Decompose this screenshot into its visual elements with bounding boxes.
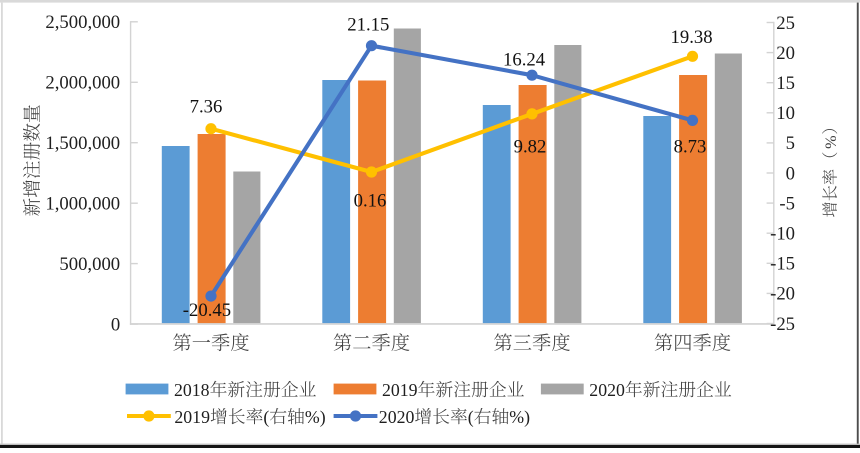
svg-text:0: 0	[786, 163, 795, 184]
svg-text:2020: 2020	[379, 407, 415, 427]
svg-text:19.38: 19.38	[671, 27, 713, 48]
svg-text:500,000: 500,000	[59, 254, 120, 275]
svg-text:2019: 2019	[174, 407, 210, 427]
svg-text:5: 5	[786, 133, 795, 154]
svg-text:2,500,000: 2,500,000	[45, 12, 120, 33]
svg-text:16.24: 16.24	[503, 49, 546, 70]
svg-text:2019: 2019	[382, 380, 418, 400]
svg-text:0: 0	[111, 314, 120, 335]
svg-text:-5: -5	[779, 193, 795, 214]
svg-text:20: 20	[776, 43, 795, 64]
svg-text:-10: -10	[770, 224, 795, 245]
svg-text:1,000,000: 1,000,000	[45, 194, 120, 215]
svg-text:2020: 2020	[589, 380, 625, 400]
svg-text:0.16: 0.16	[354, 191, 387, 212]
svg-text:2,000,000: 2,000,000	[45, 73, 120, 94]
svg-text:%): %)	[305, 407, 326, 428]
svg-text:2018: 2018	[174, 380, 210, 400]
svg-text:-20: -20	[770, 284, 795, 305]
svg-text:9.82: 9.82	[514, 137, 547, 158]
svg-text:1,500,000: 1,500,000	[45, 133, 120, 154]
svg-text:15: 15	[776, 73, 795, 94]
svg-text:(: (	[263, 407, 269, 428]
svg-text:25: 25	[776, 13, 795, 34]
svg-text:-15: -15	[770, 254, 795, 275]
svg-text:%): %)	[509, 407, 530, 428]
svg-text:7.36: 7.36	[190, 96, 223, 117]
svg-text:-20.45: -20.45	[183, 300, 231, 321]
svg-text:%: %	[822, 135, 840, 148]
svg-text:8.73: 8.73	[674, 136, 707, 157]
svg-text:-25: -25	[770, 314, 795, 335]
svg-text:21.15: 21.15	[347, 15, 389, 36]
svg-text:(: (	[468, 407, 474, 428]
svg-text:10: 10	[776, 103, 795, 124]
